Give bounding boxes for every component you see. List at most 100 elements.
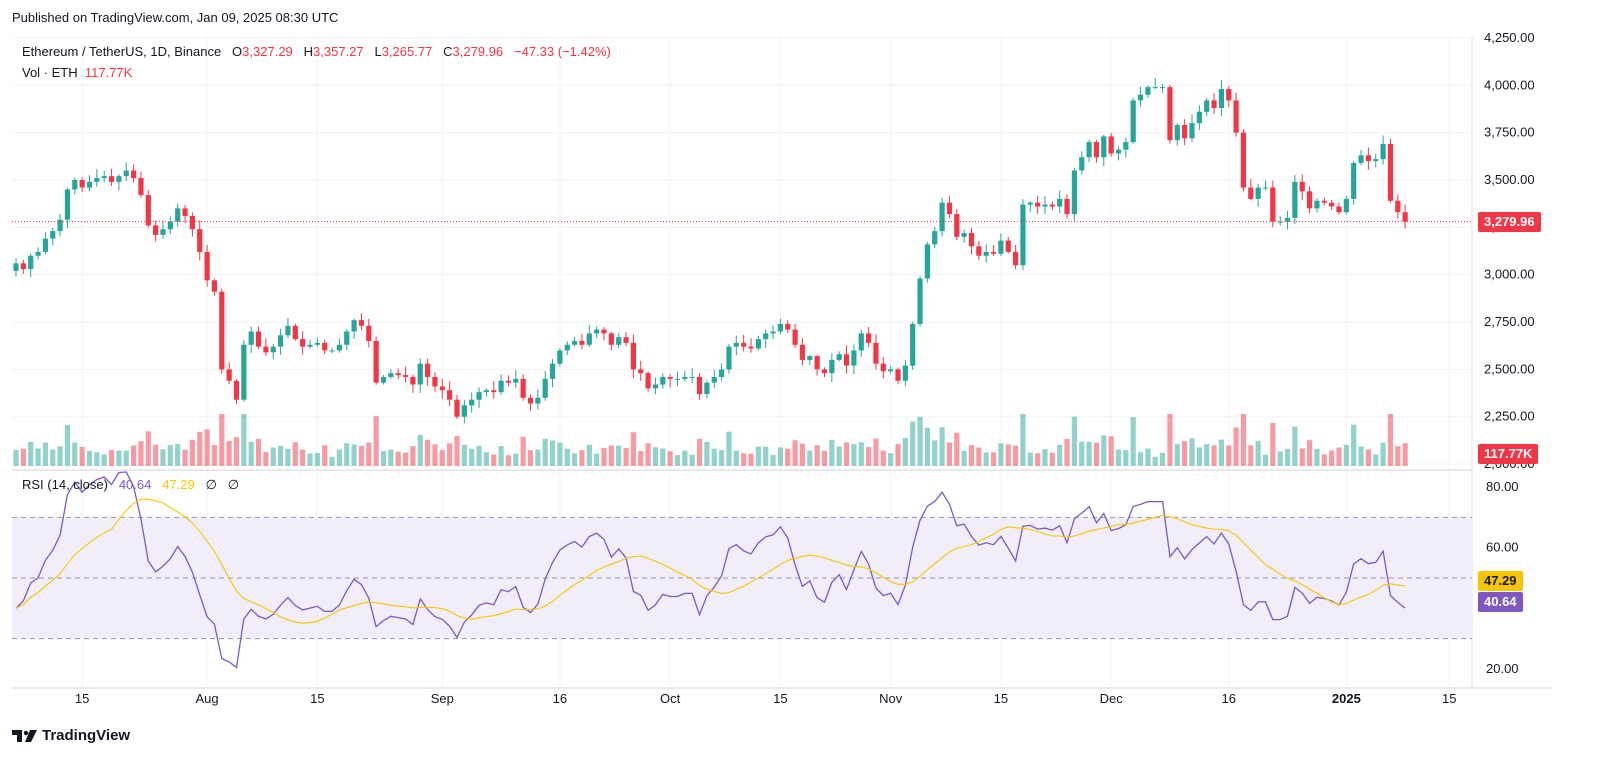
- candle[interactable]: [28, 253, 34, 278]
- candle[interactable]: [1174, 122, 1180, 146]
- candle[interactable]: [1115, 146, 1122, 161]
- candle[interactable]: [689, 368, 695, 384]
- candle[interactable]: [270, 343, 276, 360]
- candle[interactable]: [1402, 204, 1408, 229]
- candle[interactable]: [917, 275, 923, 327]
- candle[interactable]: [498, 374, 504, 395]
- candle[interactable]: [748, 338, 754, 353]
- candle[interactable]: [123, 162, 129, 182]
- candle[interactable]: [726, 344, 732, 374]
- candle[interactable]: [439, 378, 445, 399]
- candle[interactable]: [461, 399, 467, 424]
- candle[interactable]: [160, 220, 166, 239]
- candle[interactable]: [1343, 196, 1349, 215]
- candle[interactable]: [358, 313, 365, 330]
- candle[interactable]: [1167, 84, 1173, 144]
- candle[interactable]: [1035, 195, 1041, 214]
- candle[interactable]: [454, 394, 460, 419]
- candle[interactable]: [1314, 198, 1320, 213]
- candle[interactable]: [608, 331, 614, 351]
- candle[interactable]: [763, 329, 769, 349]
- candle[interactable]: [513, 370, 519, 389]
- candle[interactable]: [1262, 180, 1269, 191]
- candle[interactable]: [1160, 83, 1166, 93]
- candle[interactable]: [483, 388, 489, 397]
- candle[interactable]: [241, 339, 247, 402]
- candle[interactable]: [542, 371, 548, 401]
- candle[interactable]: [1020, 199, 1026, 271]
- candle[interactable]: [233, 379, 240, 404]
- candle[interactable]: [1071, 167, 1077, 222]
- candle[interactable]: [1218, 80, 1224, 117]
- candle[interactable]: [491, 381, 497, 399]
- candle[interactable]: [1005, 236, 1011, 254]
- candle[interactable]: [1013, 244, 1019, 270]
- candle[interactable]: [961, 229, 967, 243]
- candle[interactable]: [417, 358, 423, 393]
- candle[interactable]: [579, 333, 585, 350]
- candle[interactable]: [1093, 139, 1100, 163]
- candle[interactable]: [1064, 194, 1070, 219]
- candle[interactable]: [564, 341, 570, 356]
- candle[interactable]: [116, 174, 122, 191]
- candle[interactable]: [785, 320, 791, 333]
- candle[interactable]: [410, 374, 416, 393]
- candle[interactable]: [131, 164, 137, 183]
- candle[interactable]: [1336, 202, 1342, 215]
- candle[interactable]: [696, 372, 703, 400]
- candle[interactable]: [1292, 175, 1298, 224]
- candle[interactable]: [910, 321, 916, 370]
- candle[interactable]: [1145, 85, 1151, 98]
- candle[interactable]: [373, 336, 379, 385]
- candle[interactable]: [939, 197, 945, 237]
- candle[interactable]: [968, 228, 975, 255]
- candle[interactable]: [836, 351, 842, 362]
- candle[interactable]: [469, 392, 475, 413]
- candle[interactable]: [204, 244, 210, 287]
- candle[interactable]: [601, 327, 607, 341]
- candle[interactable]: [255, 326, 262, 350]
- candle[interactable]: [322, 339, 328, 355]
- candle[interactable]: [733, 335, 739, 356]
- candle[interactable]: [1307, 186, 1313, 214]
- candle[interactable]: [807, 354, 813, 366]
- candle[interactable]: [645, 371, 651, 392]
- candle[interactable]: [145, 190, 151, 228]
- candle[interactable]: [741, 334, 747, 352]
- candle[interactable]: [1248, 178, 1254, 201]
- candle[interactable]: [623, 331, 629, 347]
- candle[interactable]: [880, 357, 886, 379]
- candle[interactable]: [792, 323, 798, 348]
- candle[interactable]: [814, 354, 820, 376]
- candle[interactable]: [843, 345, 850, 374]
- rsi-label[interactable]: RSI (14, close): [22, 477, 108, 492]
- candle[interactable]: [1226, 86, 1232, 108]
- candle[interactable]: [858, 329, 864, 357]
- candle[interactable]: [1240, 129, 1247, 192]
- candle[interactable]: [72, 177, 78, 195]
- candle[interactable]: [351, 318, 357, 339]
- candle[interactable]: [20, 259, 26, 274]
- candle[interactable]: [79, 177, 85, 193]
- candle[interactable]: [13, 258, 19, 277]
- candle[interactable]: [336, 338, 342, 353]
- candle[interactable]: [344, 329, 350, 350]
- candle[interactable]: [1351, 160, 1357, 205]
- candle[interactable]: [983, 244, 989, 263]
- candle[interactable]: [630, 334, 636, 379]
- candle[interactable]: [1027, 201, 1033, 213]
- candle[interactable]: [263, 338, 269, 356]
- candle[interactable]: [380, 374, 387, 385]
- candle[interactable]: [1365, 147, 1371, 170]
- candle[interactable]: [138, 171, 144, 198]
- candle[interactable]: [1204, 97, 1210, 116]
- candle[interactable]: [954, 209, 960, 241]
- candle[interactable]: [153, 220, 159, 242]
- candle[interactable]: [572, 336, 578, 347]
- candle[interactable]: [719, 363, 725, 382]
- candle[interactable]: [182, 205, 188, 224]
- tradingview-logo[interactable]: TradingView: [12, 727, 130, 744]
- candle[interactable]: [527, 394, 534, 411]
- candle[interactable]: [549, 359, 556, 388]
